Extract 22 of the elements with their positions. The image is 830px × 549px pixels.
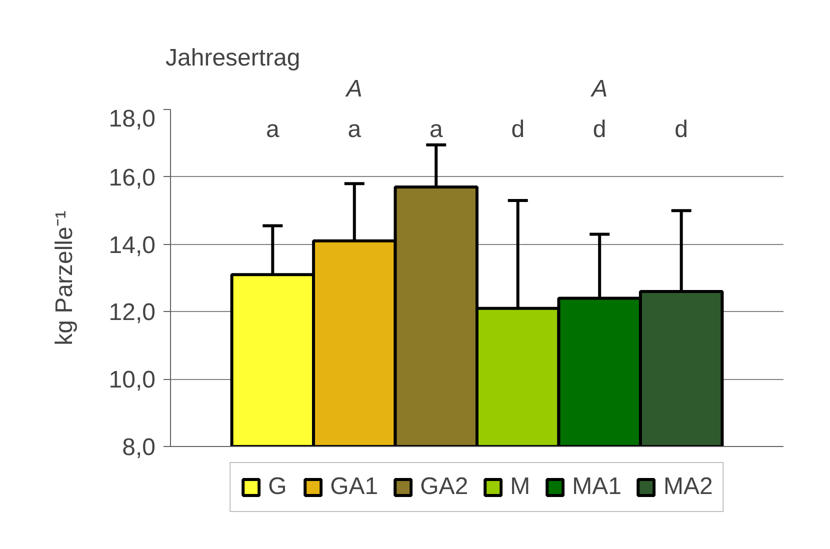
annotation: a (348, 116, 362, 143)
legend-label: G (268, 473, 288, 501)
y-tick-label: 16,0 (108, 164, 156, 192)
legend-label: M (510, 473, 530, 501)
y-tick-label: 14,0 (108, 232, 156, 259)
legend-label: GA1 (330, 473, 378, 501)
annotation: a (429, 116, 444, 143)
y-tick-label: 18,0 (108, 106, 156, 132)
text: A (590, 76, 608, 102)
annotation: d (674, 116, 688, 143)
y-tick-label: 12,0 (108, 299, 156, 326)
y-tick-label: 8,0 (122, 434, 156, 461)
text: A (344, 76, 362, 102)
legend-label: MA2 (664, 473, 713, 501)
legend-label: GA2 (420, 473, 468, 501)
chart-title: Jahresertrag (166, 44, 300, 72)
y-axis-title: kg Parzelle⁻¹ (50, 210, 78, 346)
annotation: d (592, 116, 606, 143)
y-tick-label: 10,0 (108, 366, 156, 394)
annotation: a (266, 116, 280, 143)
annotation: d (511, 116, 525, 143)
legend-label: MA1 (572, 473, 622, 501)
